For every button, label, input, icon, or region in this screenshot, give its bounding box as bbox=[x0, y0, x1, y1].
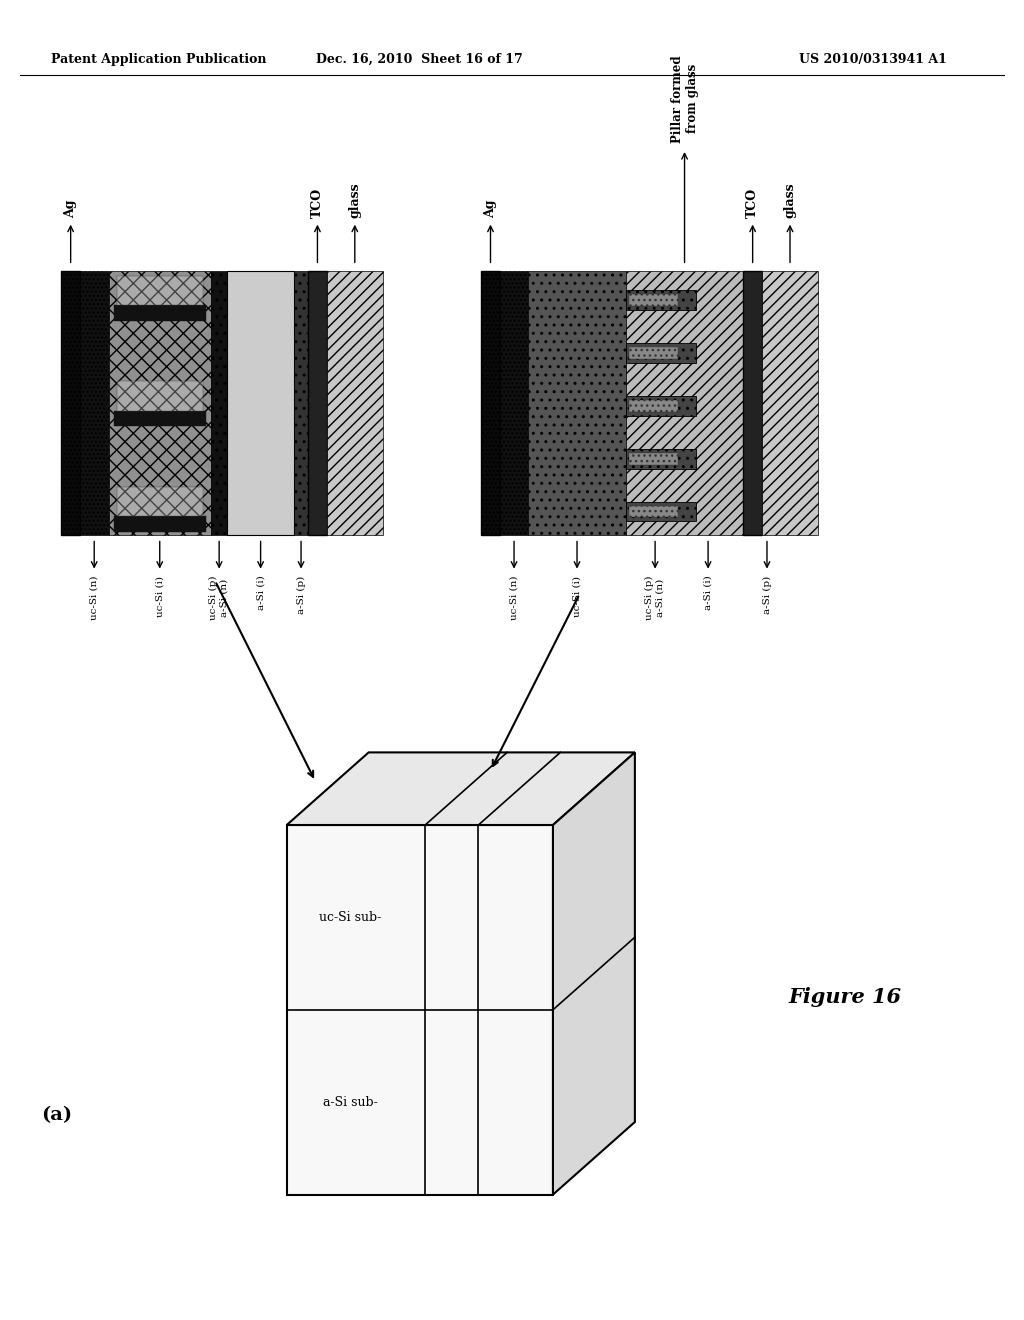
Bar bbox=[481, 271, 500, 535]
Text: Ag: Ag bbox=[65, 199, 77, 218]
Text: glass: glass bbox=[783, 182, 797, 218]
Text: Figure 16: Figure 16 bbox=[788, 986, 901, 1007]
Bar bbox=[626, 396, 696, 416]
Polygon shape bbox=[553, 752, 635, 1195]
Bar bbox=[114, 411, 206, 426]
Text: a-Si (i): a-Si (i) bbox=[256, 576, 265, 610]
Bar bbox=[626, 271, 743, 535]
Bar bbox=[114, 305, 206, 321]
Bar bbox=[308, 271, 327, 535]
Bar bbox=[294, 271, 308, 535]
Text: Patent Application Publication: Patent Application Publication bbox=[51, 53, 266, 66]
Bar bbox=[114, 516, 206, 532]
Bar bbox=[626, 449, 696, 469]
Text: uc-Si (p)
a-Si (n): uc-Si (p) a-Si (n) bbox=[645, 576, 665, 620]
Bar bbox=[743, 271, 762, 535]
Text: Pillar formed
from glass: Pillar formed from glass bbox=[671, 55, 698, 143]
Bar bbox=[762, 271, 818, 535]
Polygon shape bbox=[287, 752, 635, 825]
Bar bbox=[61, 271, 80, 535]
Bar bbox=[528, 271, 626, 535]
Bar bbox=[117, 381, 203, 411]
Text: uc-Si (n): uc-Si (n) bbox=[90, 576, 98, 620]
Text: US 2010/0313941 A1: US 2010/0313941 A1 bbox=[799, 53, 946, 66]
Bar bbox=[626, 290, 696, 310]
Polygon shape bbox=[287, 825, 553, 1195]
Text: uc-Si (i): uc-Si (i) bbox=[572, 576, 582, 616]
Bar bbox=[327, 271, 383, 535]
Text: (a): (a) bbox=[41, 1106, 72, 1125]
Text: uc-Si (n): uc-Si (n) bbox=[510, 576, 518, 620]
Text: a-Si (i): a-Si (i) bbox=[703, 576, 713, 610]
Text: TCO: TCO bbox=[311, 187, 324, 218]
Text: glass: glass bbox=[348, 182, 361, 218]
Bar bbox=[227, 271, 294, 535]
Text: a-Si sub-: a-Si sub- bbox=[324, 1096, 378, 1109]
Bar bbox=[80, 271, 109, 535]
Text: TCO: TCO bbox=[746, 187, 759, 218]
Text: a-Si (p): a-Si (p) bbox=[763, 576, 771, 614]
Text: Ag: Ag bbox=[484, 199, 497, 218]
Bar bbox=[629, 506, 678, 517]
Bar bbox=[500, 271, 528, 535]
Bar bbox=[629, 453, 678, 465]
Bar bbox=[629, 400, 678, 412]
Bar bbox=[109, 271, 211, 535]
Bar bbox=[626, 502, 696, 521]
Bar bbox=[629, 294, 678, 306]
Bar bbox=[117, 487, 203, 516]
Text: uc-Si (p)
a-Si (n): uc-Si (p) a-Si (n) bbox=[209, 576, 229, 620]
Text: uc-Si sub-: uc-Si sub- bbox=[319, 911, 382, 924]
Bar bbox=[211, 271, 227, 535]
Text: uc-Si (i): uc-Si (i) bbox=[156, 576, 164, 616]
Text: a-Si (p): a-Si (p) bbox=[297, 576, 305, 614]
Text: Dec. 16, 2010  Sheet 16 of 17: Dec. 16, 2010 Sheet 16 of 17 bbox=[316, 53, 523, 66]
Bar bbox=[626, 343, 696, 363]
Bar bbox=[117, 276, 203, 305]
Bar bbox=[629, 347, 678, 359]
